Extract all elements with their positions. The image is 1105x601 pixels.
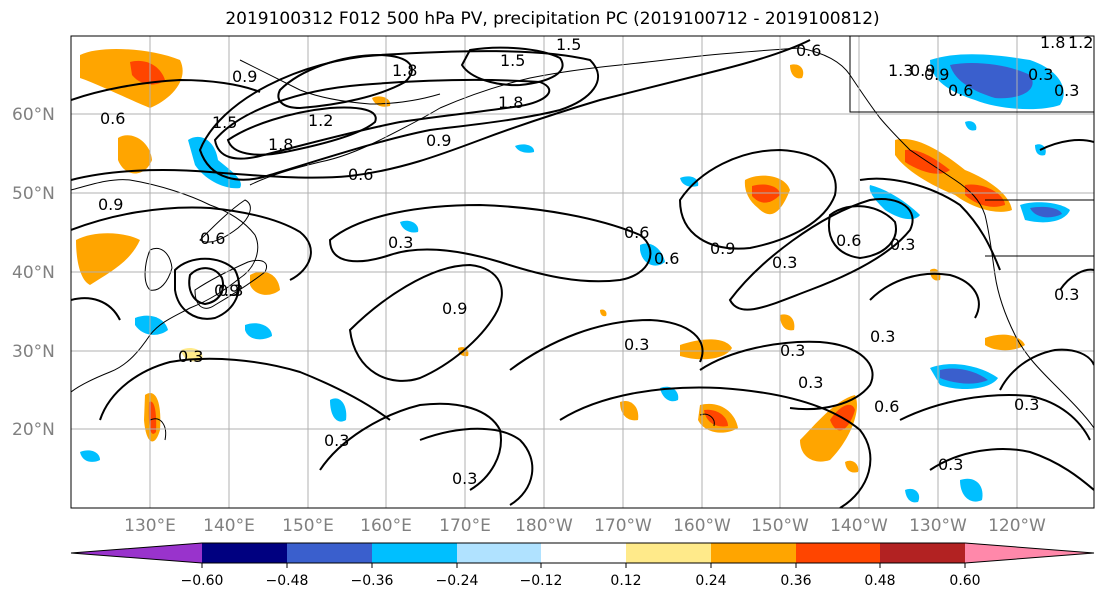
inset-frame (849, 36, 1094, 257)
contour-label: 0.3 (890, 235, 915, 254)
colorbar-tick-label: −0.60 (181, 573, 224, 589)
contour-label: 0.9 (910, 61, 935, 80)
colorbar-tick-label: 0.60 (949, 573, 980, 589)
contour-label: 1.5 (212, 113, 237, 132)
lat-tick-label: 40°N (12, 263, 55, 283)
contour-label: 0.3 (1028, 65, 1053, 84)
contour-label: 0.9 (710, 239, 735, 258)
contour-label: 0.6 (796, 41, 821, 60)
contour-label: 1.2 (1068, 33, 1093, 52)
contour-label: 1.8 (498, 93, 523, 112)
contour-label: 0.3 (178, 347, 203, 366)
contour-label: 0.3 (218, 281, 243, 300)
contour-label: 0.3 (870, 327, 895, 346)
lon-tick-label: 140°E (203, 516, 255, 536)
lat-tick-label: 50°N (12, 184, 55, 204)
colorbar-tick-label: 0.36 (780, 573, 811, 589)
colorbar-ticks (201, 563, 966, 568)
lon-tick-label: 170°E (439, 516, 491, 536)
colorbar-tick-label: −0.12 (520, 573, 563, 589)
contour-label: 0.9 (214, 281, 239, 300)
contour-label: 1.2 (308, 111, 333, 130)
contour-label: 0.9 (442, 299, 467, 318)
lon-axis: 130°E 140°E 150°E 160°E 170°E 180°W 170°… (124, 516, 1046, 536)
contour-label: 0.3 (772, 253, 797, 272)
contour-label: 0.3 (324, 431, 349, 450)
colorbar-tick-label: 0.24 (695, 573, 726, 589)
lon-tick-label: 170°W (594, 516, 652, 536)
lat-axis: 60°N 50°N 40°N 30°N 20°N (12, 105, 55, 440)
lat-tick-label: 20°N (12, 420, 55, 440)
colorbar-segment (626, 543, 711, 563)
contour-label: 0.9 (924, 65, 949, 84)
colorbar-tick-label: −0.48 (266, 573, 309, 589)
lat-tick-label: 60°N (12, 105, 55, 125)
contour-label: 0.6 (874, 397, 899, 416)
contour-label: 0.6 (200, 229, 225, 248)
contour-label: 0.3 (1014, 395, 1039, 414)
contour-label: 0.3 (780, 341, 805, 360)
contour-label: 1.8 (1040, 33, 1065, 52)
contour-label: 0.3 (624, 335, 649, 354)
contour-label: 0.6 (624, 223, 649, 242)
contour-label-group: 0.6 0.9 1.2 1.5 1.8 1.5 1.8 1.8 0.9 1.2 … (98, 33, 1093, 488)
lon-tick-label: 130°W (909, 516, 967, 536)
colorbar-segment (71, 543, 202, 563)
colorbar-tick-label: −0.36 (351, 573, 394, 589)
gridlines (71, 36, 1094, 508)
contour-label: 1.5 (500, 51, 525, 70)
lon-tick-label: 160°E (360, 516, 412, 536)
contour-label: 0.6 (654, 249, 679, 268)
lon-tick-label: 140°W (830, 516, 888, 536)
contour-label: 0.3 (938, 455, 963, 474)
colorbar-tick-label: 0.12 (610, 573, 641, 589)
colorbar-segment (372, 543, 457, 563)
contour-label: 1.8 (392, 61, 417, 80)
colorbar-tick-label: 0.48 (864, 573, 895, 589)
contour-label: 0.6 (836, 231, 861, 250)
contour-label: 0.9 (98, 195, 123, 214)
map-panel: 0.6 0.9 1.2 1.5 1.8 1.5 1.8 1.8 0.9 1.2 … (71, 33, 1094, 508)
pv-contours (71, 39, 1094, 508)
contour-label: 0.3 (798, 373, 823, 392)
contour-label: 0.9 (426, 131, 451, 150)
map-title: 2019100312 F012 500 hPa PV, precipitatio… (225, 9, 880, 29)
contour-label: 0.3 (452, 469, 477, 488)
lon-tick-label: 180°W (515, 516, 573, 536)
colorbar-segment (880, 543, 965, 563)
lon-tick-label: 150°E (282, 516, 334, 536)
contour-label: 1.3 (888, 61, 913, 80)
colorbar-segment (541, 543, 626, 563)
contour-label: 0.6 (348, 165, 373, 184)
lon-tick-label: 160°W (673, 516, 731, 536)
lon-tick-label: 150°W (751, 516, 809, 536)
map-frame (70, 35, 1095, 509)
lat-tick-label: 30°N (12, 342, 55, 362)
colorbar-segment (202, 543, 287, 563)
colorbar-tick-label: −0.24 (436, 573, 479, 589)
colorbar-segment (965, 543, 1094, 563)
colorbar-segment (287, 543, 372, 563)
contour-label: 0.6 (100, 109, 125, 128)
contour-label: 1.5 (556, 35, 581, 54)
contour-label: 1.8 (268, 135, 293, 154)
colorbar-segment (711, 543, 796, 563)
contour-label: 0.9 (232, 67, 257, 86)
colorbar: −0.60 −0.48 −0.36 −0.24 −0.12 0.12 0.24 … (70, 542, 1095, 589)
contour-label: 0.3 (1054, 81, 1079, 100)
contour-label: 0.6 (948, 81, 973, 100)
contour-label: 0.3 (388, 233, 413, 252)
colorbar-segment (457, 543, 541, 563)
colorbar-segment (796, 543, 880, 563)
contour-label: 0.3 (1054, 285, 1079, 304)
lon-tick-label: 120°W (988, 516, 1046, 536)
lon-tick-label: 130°E (124, 516, 176, 536)
